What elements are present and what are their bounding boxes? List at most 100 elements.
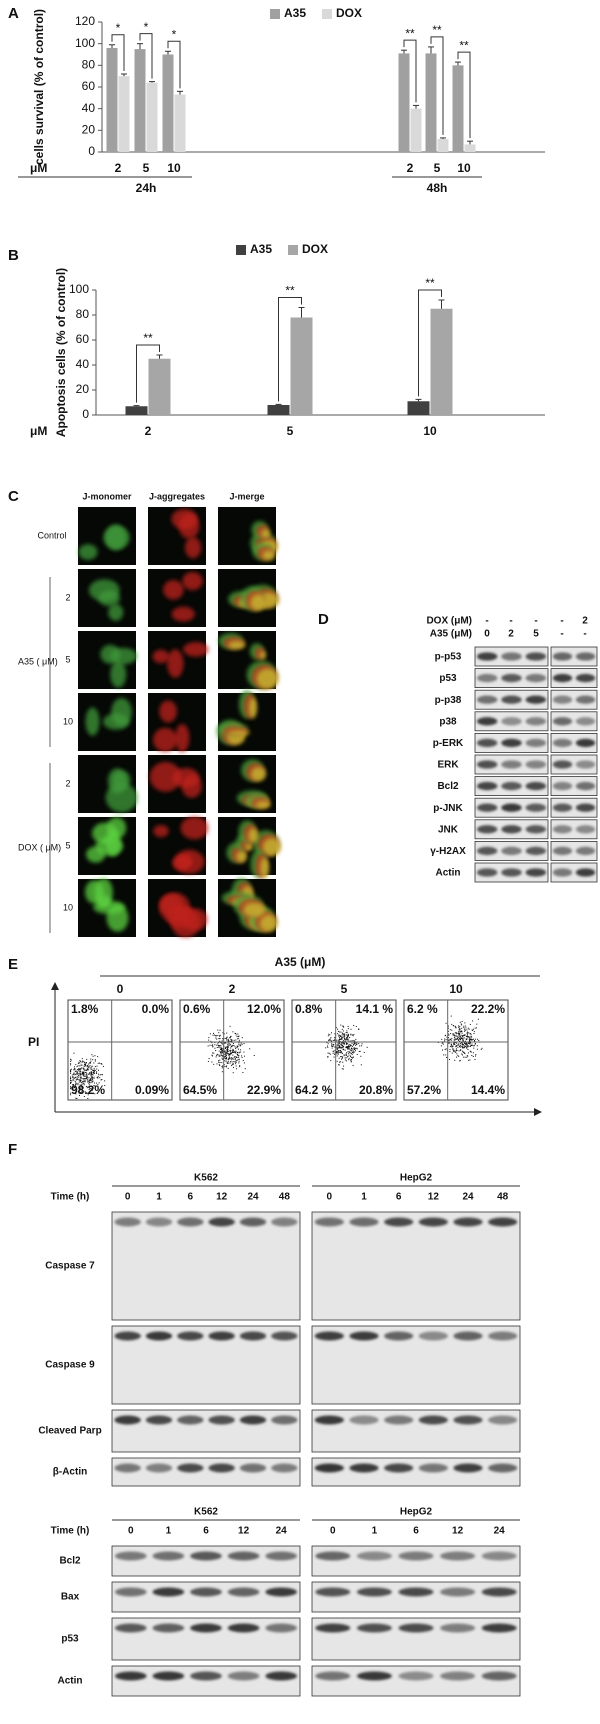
event-dot xyxy=(347,1037,349,1039)
event-dot xyxy=(89,1072,91,1074)
event-dot xyxy=(85,1064,87,1066)
event-dot xyxy=(351,1040,353,1042)
event-dot xyxy=(243,1051,245,1053)
event-dot xyxy=(89,1062,91,1064)
event-dot xyxy=(472,1038,474,1040)
event-dot xyxy=(343,1065,345,1067)
cell-signal xyxy=(245,842,253,851)
blot-background xyxy=(311,1581,521,1613)
event-dot xyxy=(469,1039,471,1041)
event-dot xyxy=(238,1042,240,1044)
event-dot xyxy=(478,1040,480,1042)
blot-background xyxy=(311,1325,521,1405)
event-dot xyxy=(341,1055,343,1057)
band xyxy=(190,1551,222,1561)
event-dot xyxy=(218,1038,220,1040)
event-dot xyxy=(344,1059,346,1061)
event-dot xyxy=(333,1044,335,1046)
event-dot xyxy=(466,1031,468,1033)
panel-label: F xyxy=(8,1141,17,1158)
event-dot xyxy=(219,1052,221,1054)
event-dot xyxy=(346,1054,348,1056)
event-dot xyxy=(212,1052,214,1054)
event-dot xyxy=(237,1051,239,1053)
event-dot xyxy=(75,1079,77,1081)
event-dot xyxy=(471,1039,473,1041)
event-dot xyxy=(336,1050,338,1052)
event-dot xyxy=(342,1068,344,1070)
bar xyxy=(452,65,464,152)
event-dot xyxy=(237,1056,239,1058)
event-dot xyxy=(74,1066,76,1068)
event-dot xyxy=(462,1035,464,1037)
event-dot xyxy=(227,1067,229,1069)
event-dot xyxy=(228,1058,230,1060)
cell-line-label: HepG2 xyxy=(400,1173,433,1184)
event-dot xyxy=(227,1050,229,1052)
event-dot xyxy=(77,1091,79,1093)
event-dot xyxy=(97,1086,99,1088)
band xyxy=(265,1671,297,1681)
event-dot xyxy=(94,1069,96,1071)
event-dot xyxy=(224,1060,226,1062)
error-bar xyxy=(133,405,140,407)
event-dot xyxy=(349,1045,351,1047)
band xyxy=(152,1671,185,1681)
bar xyxy=(464,144,476,152)
micrograph xyxy=(148,569,206,627)
event-dot xyxy=(338,1042,340,1044)
event-dot xyxy=(234,1056,236,1058)
event-dot xyxy=(89,1079,91,1081)
event-dot xyxy=(90,1072,92,1074)
event-dot xyxy=(448,1034,450,1036)
band xyxy=(525,717,547,726)
event-dot xyxy=(346,1047,348,1049)
cell-signal xyxy=(251,767,266,782)
band xyxy=(481,1587,517,1597)
event-dot xyxy=(343,1043,345,1045)
event-dot xyxy=(459,1028,461,1030)
event-dot xyxy=(442,1042,444,1044)
event-dot xyxy=(466,1032,468,1034)
event-dot xyxy=(452,1049,454,1051)
event-dot xyxy=(88,1077,90,1079)
event-dot xyxy=(232,1054,234,1056)
event-dot xyxy=(213,1034,215,1036)
event-dot xyxy=(70,1077,72,1079)
band xyxy=(501,825,522,834)
cell-signal xyxy=(163,579,184,600)
event-dot xyxy=(461,1027,463,1029)
micrograph xyxy=(78,693,136,751)
band xyxy=(177,1217,204,1227)
band xyxy=(525,781,547,791)
time-point: 48 xyxy=(497,1192,509,1203)
event-dot xyxy=(466,1029,468,1031)
event-dot xyxy=(475,1027,477,1029)
event-dot xyxy=(350,1061,352,1063)
event-dot xyxy=(89,1062,91,1064)
blot-row-label: p53 xyxy=(439,673,457,684)
event-dot xyxy=(231,1039,233,1041)
lane-label: - xyxy=(560,629,563,640)
blot-strip xyxy=(550,668,598,688)
event-dot xyxy=(78,1094,80,1096)
event-dot xyxy=(457,1055,459,1057)
event-dot xyxy=(353,1040,355,1042)
event-dot xyxy=(232,1051,234,1053)
event-dot xyxy=(343,1055,345,1057)
y-axis-label: PI xyxy=(28,1035,39,1049)
micrograph xyxy=(218,507,278,565)
event-dot xyxy=(350,1033,352,1035)
time-point: 12 xyxy=(216,1192,228,1203)
event-dot xyxy=(223,1064,225,1066)
event-dot xyxy=(343,1045,345,1047)
event-dot xyxy=(224,1051,226,1053)
event-dot xyxy=(212,1034,214,1036)
event-dot xyxy=(477,1018,479,1020)
significance-label: * xyxy=(116,21,121,35)
error-bar xyxy=(177,90,183,95)
event-dot xyxy=(239,1066,241,1068)
event-dot xyxy=(97,1075,99,1077)
event-dot xyxy=(449,1046,451,1048)
band xyxy=(314,1217,344,1227)
